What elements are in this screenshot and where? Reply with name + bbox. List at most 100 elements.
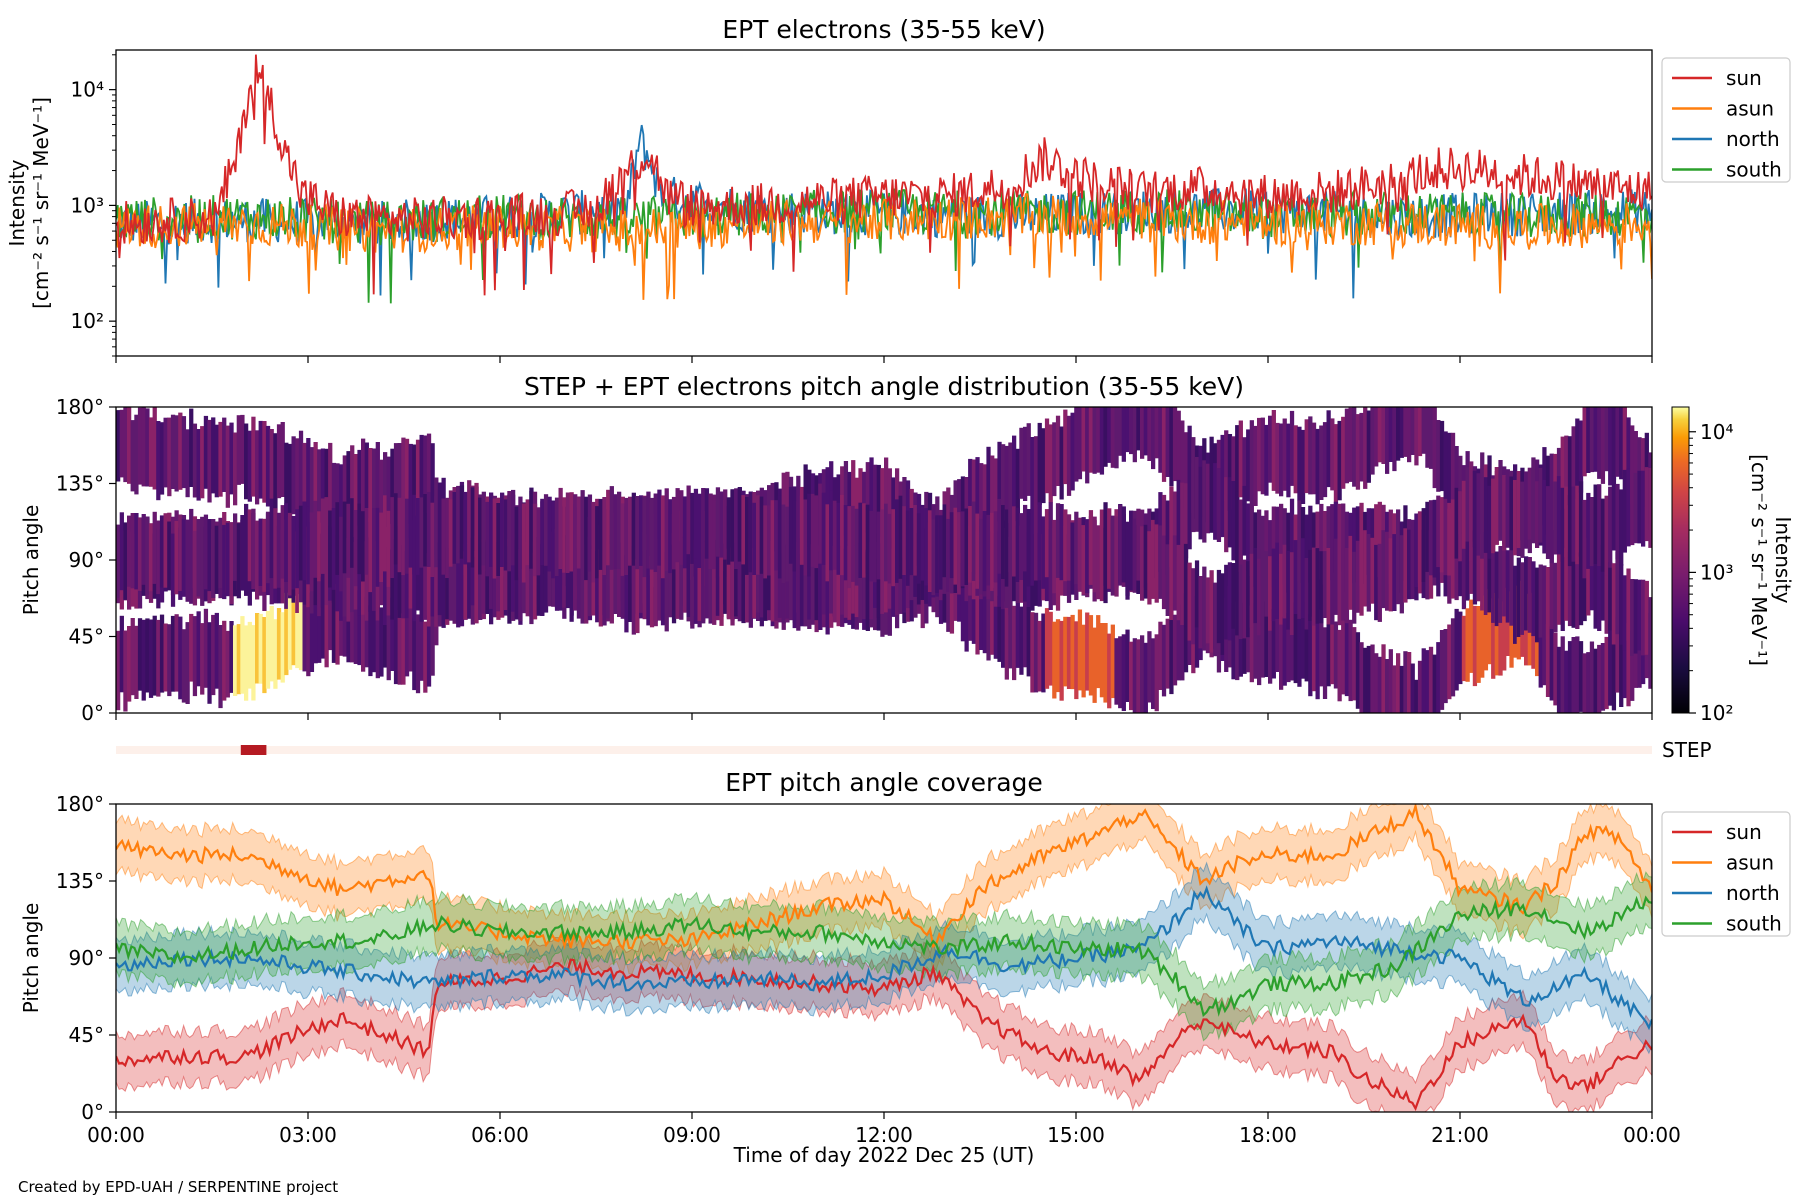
heat-cell-asun — [1227, 434, 1233, 511]
heat-cell-asun — [1619, 407, 1624, 480]
heat-cell-sun — [320, 576, 326, 659]
heat-cell-south — [1077, 519, 1083, 589]
panel1-ylabel-line1: Intensity — [5, 159, 29, 246]
heat-cell-south — [1081, 525, 1086, 595]
panel-intensity: EPT electrons (35-55 keV) 10² 10³ 10⁴ Inte… — [5, 15, 1791, 363]
heat-cell-north — [1549, 549, 1554, 629]
heat-cell-sun — [214, 612, 219, 689]
heat-cell-south — [470, 487, 475, 568]
heat-cell-south — [1352, 551, 1357, 624]
heat-cell-south — [1041, 516, 1046, 589]
legend-label-sun: sun — [1726, 66, 1762, 90]
heat-cell-south — [843, 505, 849, 581]
heat-cell-south — [214, 525, 219, 594]
heat-cell-north — [730, 548, 735, 626]
x-tick-label: 09:00 — [663, 1123, 721, 1147]
heat-cell-asun — [1074, 407, 1079, 482]
heat-cell-sun — [1319, 609, 1324, 687]
heat-cell-sun — [1066, 616, 1072, 689]
heat-cell-sun — [1103, 623, 1108, 703]
heat-cell-sun — [1377, 656, 1382, 713]
heat-cell-south — [1644, 467, 1649, 542]
heat-cell-asun — [353, 454, 358, 538]
heat-cell-south — [1461, 480, 1467, 549]
heat-cell-sun — [145, 618, 150, 693]
heat-cell-north — [719, 557, 724, 626]
heat-cell-north — [1279, 503, 1284, 581]
heat-cell-sun — [1370, 644, 1375, 713]
heat-cell-north — [401, 545, 406, 619]
series-line-south — [116, 895, 1652, 1018]
heat-cell-south — [1374, 544, 1379, 621]
heat-cell-south — [730, 489, 735, 562]
heat-cell-north — [1505, 550, 1510, 623]
heat-cell-south — [1311, 547, 1317, 626]
heat-cell-sun — [990, 580, 995, 655]
heat-cell-south — [481, 491, 486, 566]
heat-cell-south — [898, 495, 903, 579]
heat-cell-south — [1399, 535, 1404, 614]
heat-cell-south — [547, 496, 552, 572]
heat-cell-asun — [1330, 418, 1335, 491]
heat-cell-asun — [284, 442, 289, 520]
heat-cell-asun — [415, 439, 421, 516]
heat-cell-south — [1600, 498, 1606, 572]
heat-cell-sun — [1194, 596, 1200, 668]
y-tick-label: 10² — [71, 309, 104, 333]
heat-cell-sun — [982, 573, 987, 654]
heat-cell-sun — [207, 622, 212, 704]
heat-cell-south — [887, 513, 892, 584]
heat-cell-south — [1308, 549, 1313, 621]
heat-cell-south — [532, 503, 538, 577]
heat-cell-south — [569, 492, 574, 572]
heat-cell-asun — [1077, 407, 1083, 480]
heat-cell-south — [1194, 560, 1200, 628]
heat-cell-south — [1289, 552, 1295, 635]
heat-cell-south — [507, 494, 512, 572]
heat-cell-sun — [1158, 621, 1163, 690]
heat-cell-south — [540, 498, 545, 566]
heat-cell-asun — [1355, 414, 1361, 490]
heat-cell-sun — [350, 587, 355, 663]
heat-cell-sun — [1231, 603, 1236, 680]
heat-cell-sun — [1615, 616, 1620, 693]
heat-cell-asun — [1399, 407, 1404, 458]
heat-cell-south — [1578, 481, 1584, 557]
heat-cell-sun — [397, 610, 402, 685]
heat-cell-north — [357, 539, 362, 616]
heat-cell-asun — [1055, 415, 1061, 486]
band-asun — [116, 804, 1652, 976]
heat-cell-sun — [309, 592, 315, 672]
heat-cell-asun — [1154, 407, 1159, 459]
heat-cell-asun — [1271, 410, 1276, 491]
heat-cell-north — [1582, 547, 1587, 622]
heat-cell-sun — [1575, 636, 1580, 713]
heat-cell-asun — [1110, 407, 1115, 468]
heat-cell-sun — [1129, 641, 1134, 711]
heat-cell-south — [159, 515, 165, 588]
heat-cell-sun — [1279, 620, 1284, 690]
heat-cell-sun — [1600, 643, 1606, 711]
heat-cell-south — [1611, 473, 1617, 551]
heat-cell-asun — [1549, 453, 1554, 524]
heat-cell-asun — [1388, 407, 1393, 462]
heat-cell-south — [1355, 540, 1361, 613]
heat-cell-south — [397, 497, 402, 573]
heat-cell-north — [456, 553, 461, 628]
heat-cell-north — [1604, 559, 1609, 634]
heat-cell-asun — [116, 410, 121, 482]
heat-cell-south — [715, 487, 721, 557]
heat-cell-south — [671, 496, 677, 570]
heat-cell-asun — [1037, 422, 1042, 505]
heat-cell-south — [916, 513, 922, 584]
heat-cell-asun — [1322, 422, 1328, 498]
heat-cell-sun — [1151, 638, 1156, 709]
heat-cell-north — [1238, 499, 1243, 572]
heat-cell-north — [595, 550, 600, 623]
heat-cell-sun — [284, 592, 289, 676]
heat-cell-north — [701, 553, 706, 624]
colorbar-label: Intensity [cm⁻² s⁻¹ sr⁻¹ MeV⁻¹] — [1747, 454, 1795, 666]
heat-cell-sun — [386, 599, 391, 681]
heat-cell-asun — [1023, 426, 1028, 501]
heat-cell-asun — [1377, 407, 1382, 463]
